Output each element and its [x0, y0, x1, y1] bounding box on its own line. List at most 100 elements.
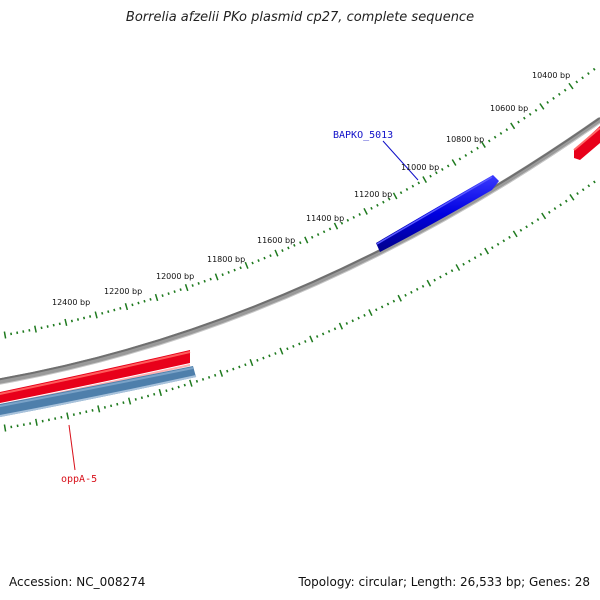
minor-tick [72, 413, 75, 416]
major-tick [249, 359, 254, 367]
minor-tick [201, 377, 205, 381]
minor-tick [473, 256, 477, 260]
tick-label: 11800 bp [207, 255, 245, 264]
minor-tick [581, 188, 585, 192]
minor-tick [149, 298, 152, 301]
minor-tick [101, 311, 104, 315]
gene-arrow-top-right[interactable] [573, 126, 600, 160]
topology-summary: Topology: circular; Length: 26,533 bp; G… [298, 575, 590, 589]
major-tick [451, 159, 457, 166]
minor-tick [171, 387, 174, 391]
bapko-leader-line [382, 140, 419, 181]
major-tick [189, 379, 193, 387]
minor-tick [327, 329, 331, 333]
major-tick [66, 412, 70, 420]
minor-tick [165, 389, 168, 393]
minor-tick [209, 277, 212, 281]
minor-tick [358, 212, 361, 216]
minor-tick [116, 402, 119, 406]
minor-tick [322, 230, 326, 234]
minor-tick [153, 392, 156, 396]
major-tick [368, 309, 373, 317]
minor-tick [263, 256, 266, 260]
tick-label: 11200 bp [354, 190, 392, 199]
gene-label-bapko-5013[interactable]: BAPKO_5013 [333, 130, 393, 141]
minor-tick [227, 270, 230, 274]
minor-tick [404, 293, 407, 297]
major-tick [510, 122, 516, 130]
minor-tick [256, 358, 259, 362]
major-tick [392, 192, 398, 200]
gene-label-oppa-5[interactable]: oppA-5 [61, 474, 97, 485]
minor-tick [110, 404, 113, 408]
minor-tick [76, 318, 80, 321]
minor-tick [382, 200, 385, 204]
minor-tick [502, 239, 506, 243]
minor-tick [376, 203, 379, 207]
tick-label: 11000 bp [401, 163, 439, 172]
minor-tick [592, 67, 596, 71]
minor-tick [269, 254, 272, 258]
minor-tick [146, 394, 150, 398]
minor-tick [299, 241, 302, 245]
minor-tick [321, 332, 325, 336]
major-tick [97, 405, 101, 413]
minor-tick [563, 88, 567, 92]
minor-tick [79, 411, 82, 415]
major-tick [219, 369, 224, 377]
minor-tick [386, 302, 390, 306]
minor-tick [547, 210, 551, 214]
major-tick [539, 103, 545, 110]
minor-tick [310, 235, 314, 239]
major-tick [158, 388, 163, 397]
minor-tick [143, 299, 146, 303]
gene-arrow-reverse-strand[interactable] [0, 366, 197, 418]
minor-tick [137, 301, 140, 305]
major-tick [184, 284, 189, 292]
minor-tick [226, 369, 229, 373]
minor-tick [351, 319, 354, 323]
major-tick [127, 397, 132, 405]
minor-tick [239, 266, 242, 270]
major-tick [279, 347, 284, 355]
minor-tick [470, 150, 473, 154]
minor-tick [52, 323, 55, 327]
minor-tick [417, 181, 421, 185]
minor-tick [122, 401, 125, 405]
minor-tick [536, 218, 540, 222]
major-tick [35, 418, 38, 426]
minor-tick [519, 228, 523, 232]
minor-tick [576, 192, 579, 195]
minor-tick [530, 221, 534, 225]
minor-tick [58, 322, 61, 326]
minor-tick [392, 299, 396, 303]
minor-tick [479, 252, 483, 256]
minor-tick [85, 410, 88, 414]
minor-tick [421, 284, 425, 288]
minor-tick [433, 278, 436, 282]
minor-tick [508, 235, 511, 239]
minor-tick [575, 80, 579, 84]
minor-tick [262, 356, 265, 360]
plasmid-backbone [0, 117, 600, 385]
minor-tick [399, 191, 403, 195]
gene-arrow-bapko-5013[interactable] [376, 175, 499, 252]
minor-tick [134, 398, 137, 401]
minor-tick [523, 116, 526, 120]
minor-tick [316, 233, 320, 236]
minor-tick [439, 275, 442, 279]
minor-tick [195, 379, 199, 383]
minor-tick [581, 76, 584, 80]
minor-tick [207, 375, 211, 379]
minor-tick [546, 100, 550, 104]
tick-label: 12200 bp [104, 287, 142, 296]
minor-tick [352, 215, 356, 219]
minor-tick [380, 305, 384, 309]
tick-labels: 10400 bp 10600 bp 10800 bp 11000 bp 1120… [52, 71, 570, 307]
tick-label: 12400 bp [52, 298, 90, 307]
minor-tick [429, 174, 432, 178]
minor-tick [107, 310, 110, 314]
minor-tick [232, 367, 235, 371]
minor-tick [119, 306, 122, 310]
minor-tick [525, 225, 528, 229]
